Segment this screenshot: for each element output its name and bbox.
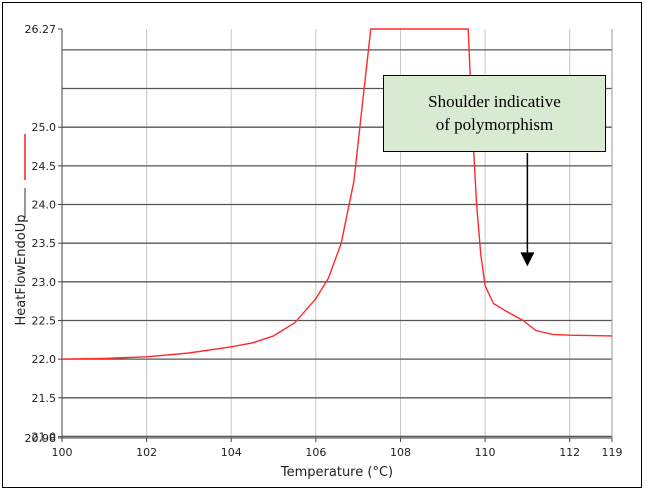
y-tick-label: 20.98: [25, 432, 57, 445]
x-tick-label: 119: [602, 446, 623, 459]
x-tick-label: 108: [390, 446, 411, 459]
y-tick-label: 21.0: [32, 430, 57, 443]
y-tick-label: 21.5: [32, 392, 57, 405]
y-tick-label: 24.0: [32, 199, 57, 212]
y-tick-label: 22.0: [32, 353, 57, 366]
x-tick-label: 100: [52, 446, 73, 459]
annotation-arrow-head: [520, 252, 535, 267]
annotation-text: Shoulder indicative of polymorphism: [428, 91, 561, 134]
x-tick-label: 106: [305, 446, 326, 459]
y-tick-label: 23.5: [32, 237, 57, 250]
heatflow-series-line: [61, 28, 613, 360]
x-tick-label: 102: [136, 446, 157, 459]
y-tick-label: 22.5: [32, 314, 57, 327]
y-tick-label: 26.27: [25, 23, 57, 36]
x-axis-label: Temperature (°C): [280, 465, 393, 480]
y-axis-label: HeatFlowEndoUp: [14, 215, 29, 326]
x-tick-label: 104: [221, 446, 242, 459]
y-tick-label: 25.0: [32, 121, 57, 134]
x-tick-label: 112: [559, 446, 580, 459]
y-tick-label: 23.0: [32, 276, 57, 289]
x-tick-label: 110: [475, 446, 496, 459]
y-tick-label: 24.5: [32, 160, 57, 173]
annotation-callout: Shoulder indicative of polymorphism: [383, 75, 606, 152]
